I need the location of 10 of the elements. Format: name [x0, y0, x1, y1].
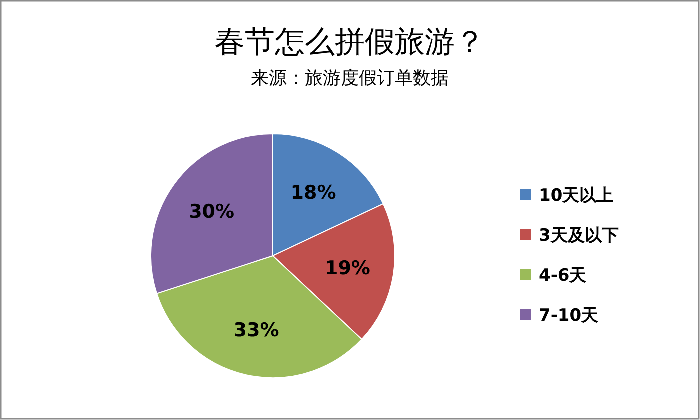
legend-label: 7-10天 [539, 306, 599, 326]
chart-title: 春节怎么拼假旅游？ [215, 25, 485, 60]
legend-label: 4-6天 [539, 266, 587, 286]
chart-subtitle: 来源：旅游度假订单数据 [251, 68, 449, 89]
data-label: 19% [324, 257, 370, 280]
data-label: 18% [290, 182, 336, 204]
data-label: 30% [189, 201, 235, 224]
data-label: 33% [234, 319, 280, 342]
legend-label: 3天及以下 [539, 226, 619, 246]
legend-label: 10天以上 [539, 186, 614, 206]
